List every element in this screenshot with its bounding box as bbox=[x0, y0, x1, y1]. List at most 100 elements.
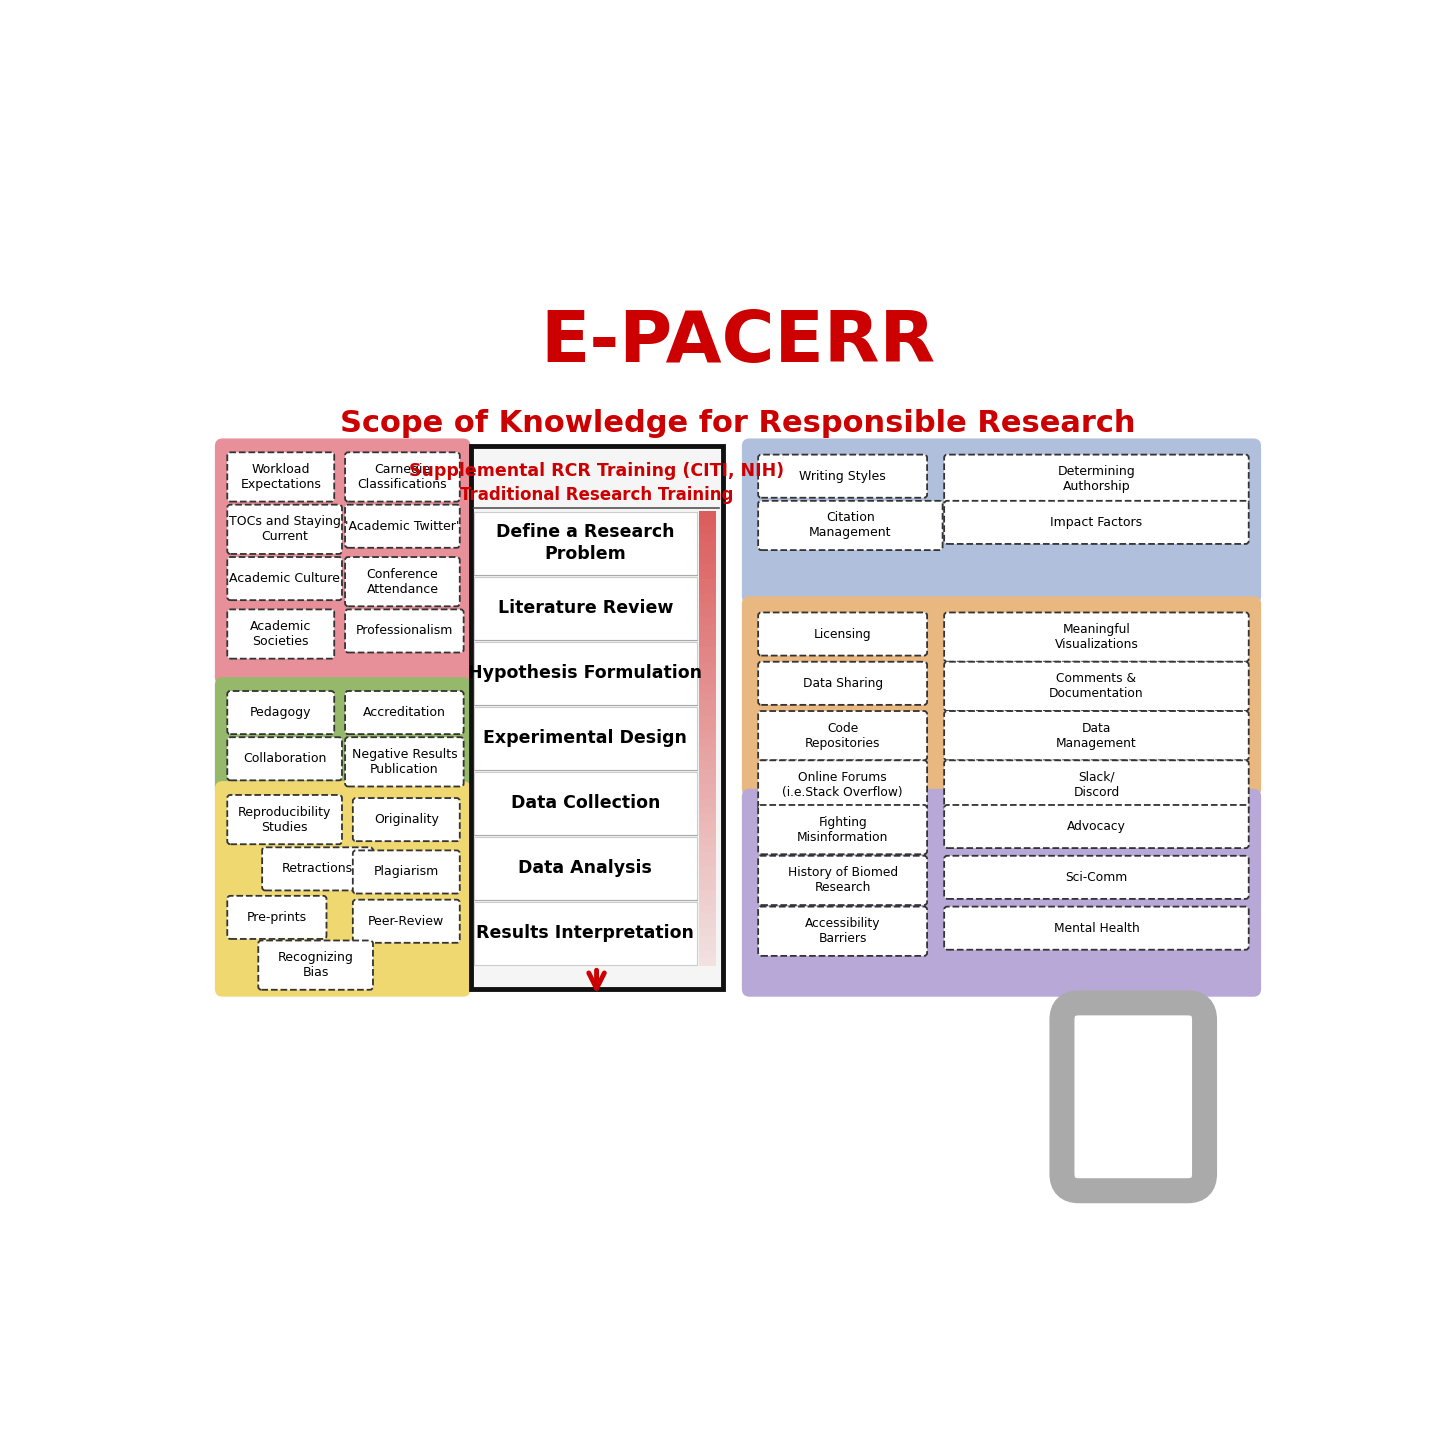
Bar bbox=[700, 776, 716, 783]
Text: Fighting
Misinformation: Fighting Misinformation bbox=[796, 815, 888, 844]
Bar bbox=[700, 549, 716, 556]
Bar bbox=[700, 814, 716, 822]
Bar bbox=[700, 534, 716, 541]
Text: Licensing: Licensing bbox=[814, 628, 871, 641]
FancyBboxPatch shape bbox=[228, 609, 334, 658]
FancyBboxPatch shape bbox=[1100, 1043, 1166, 1151]
FancyBboxPatch shape bbox=[471, 446, 723, 989]
Bar bbox=[700, 518, 716, 526]
Bar bbox=[700, 670, 716, 678]
FancyBboxPatch shape bbox=[742, 596, 1261, 796]
Text: Supplemental RCR Training (CITI, NIH): Supplemental RCR Training (CITI, NIH) bbox=[409, 462, 785, 480]
Bar bbox=[700, 541, 716, 549]
Text: Data Collection: Data Collection bbox=[511, 795, 660, 812]
FancyBboxPatch shape bbox=[757, 501, 943, 550]
Bar bbox=[700, 693, 716, 700]
Text: Slack/
Discord: Slack/ Discord bbox=[1073, 770, 1119, 799]
Bar bbox=[700, 556, 716, 564]
Text: Reproducibility
Studies: Reproducibility Studies bbox=[238, 805, 331, 834]
FancyBboxPatch shape bbox=[945, 760, 1248, 809]
Text: Data Sharing: Data Sharing bbox=[802, 677, 883, 690]
Bar bbox=[700, 822, 716, 829]
Text: Impact Factors: Impact Factors bbox=[1050, 516, 1142, 528]
Bar bbox=[700, 806, 716, 814]
Bar bbox=[700, 876, 716, 883]
Bar bbox=[700, 511, 716, 518]
Text: Accreditation: Accreditation bbox=[363, 706, 446, 719]
Text: Negative Results
Publication: Negative Results Publication bbox=[351, 747, 456, 776]
FancyBboxPatch shape bbox=[742, 789, 1261, 996]
FancyBboxPatch shape bbox=[228, 452, 334, 501]
FancyBboxPatch shape bbox=[346, 504, 459, 547]
Bar bbox=[700, 572, 716, 579]
Bar bbox=[700, 595, 716, 602]
FancyBboxPatch shape bbox=[215, 780, 471, 996]
Bar bbox=[700, 844, 716, 852]
Bar bbox=[700, 526, 716, 534]
Bar bbox=[474, 576, 697, 639]
Bar bbox=[474, 901, 697, 965]
Bar bbox=[700, 730, 716, 739]
Bar bbox=[700, 897, 716, 906]
Bar bbox=[700, 829, 716, 837]
Bar bbox=[700, 579, 716, 586]
Text: Workload
Expectations: Workload Expectations bbox=[240, 462, 321, 491]
Text: Define a Research
Problem: Define a Research Problem bbox=[495, 523, 674, 563]
Bar bbox=[700, 700, 716, 708]
FancyBboxPatch shape bbox=[945, 455, 1248, 504]
Text: Results Interpretation: Results Interpretation bbox=[477, 924, 694, 942]
Bar bbox=[700, 769, 716, 776]
Bar bbox=[700, 913, 716, 920]
Bar bbox=[700, 632, 716, 639]
Text: History of Biomed
Research: History of Biomed Research bbox=[788, 867, 897, 894]
Text: Traditional Research Training: Traditional Research Training bbox=[459, 487, 733, 504]
Text: Retractions: Retractions bbox=[282, 863, 353, 876]
Text: Code
Repositories: Code Repositories bbox=[805, 721, 880, 750]
Bar bbox=[700, 792, 716, 799]
Text: Literature Review: Literature Review bbox=[498, 599, 672, 618]
FancyBboxPatch shape bbox=[945, 907, 1248, 950]
Bar bbox=[700, 753, 716, 762]
Bar bbox=[700, 958, 716, 966]
Text: TOCs and Staying
Current: TOCs and Staying Current bbox=[229, 516, 341, 543]
Bar bbox=[700, 739, 716, 746]
Bar bbox=[700, 723, 716, 730]
FancyBboxPatch shape bbox=[346, 557, 459, 606]
Text: Data Analysis: Data Analysis bbox=[518, 860, 652, 877]
Bar bbox=[474, 642, 697, 706]
FancyBboxPatch shape bbox=[346, 609, 464, 652]
Bar bbox=[700, 678, 716, 685]
FancyBboxPatch shape bbox=[945, 805, 1248, 848]
Bar bbox=[700, 648, 716, 655]
Text: Sci-Comm: Sci-Comm bbox=[1066, 871, 1128, 884]
FancyBboxPatch shape bbox=[353, 900, 459, 943]
Bar bbox=[700, 564, 716, 572]
Bar bbox=[700, 609, 716, 616]
Bar bbox=[700, 860, 716, 867]
FancyBboxPatch shape bbox=[757, 805, 927, 854]
FancyBboxPatch shape bbox=[346, 452, 459, 501]
FancyBboxPatch shape bbox=[945, 855, 1248, 899]
Text: Scope of Knowledge for Responsible Research: Scope of Knowledge for Responsible Resea… bbox=[340, 409, 1136, 438]
Bar bbox=[700, 662, 716, 670]
Bar bbox=[700, 883, 716, 890]
FancyBboxPatch shape bbox=[757, 907, 927, 956]
FancyBboxPatch shape bbox=[258, 940, 373, 989]
Text: E-PACERR: E-PACERR bbox=[540, 308, 936, 377]
Bar bbox=[700, 716, 716, 723]
Text: Professionalism: Professionalism bbox=[356, 625, 454, 638]
FancyBboxPatch shape bbox=[228, 557, 341, 600]
Text: Mental Health: Mental Health bbox=[1054, 922, 1139, 935]
FancyBboxPatch shape bbox=[353, 798, 459, 841]
FancyBboxPatch shape bbox=[757, 662, 927, 704]
Text: Plagiarism: Plagiarism bbox=[373, 865, 439, 878]
Text: Online Forums
(i.e.Stack Overflow): Online Forums (i.e.Stack Overflow) bbox=[782, 770, 903, 799]
Text: Collaboration: Collaboration bbox=[243, 752, 327, 765]
FancyBboxPatch shape bbox=[757, 455, 927, 498]
Text: Pedagogy: Pedagogy bbox=[251, 706, 311, 719]
FancyBboxPatch shape bbox=[228, 737, 341, 780]
Text: Writing Styles: Writing Styles bbox=[799, 469, 886, 482]
Text: Comments &
Documentation: Comments & Documentation bbox=[1050, 672, 1143, 700]
Bar bbox=[700, 906, 716, 913]
Text: Meaningful
Visualizations: Meaningful Visualizations bbox=[1054, 624, 1139, 651]
